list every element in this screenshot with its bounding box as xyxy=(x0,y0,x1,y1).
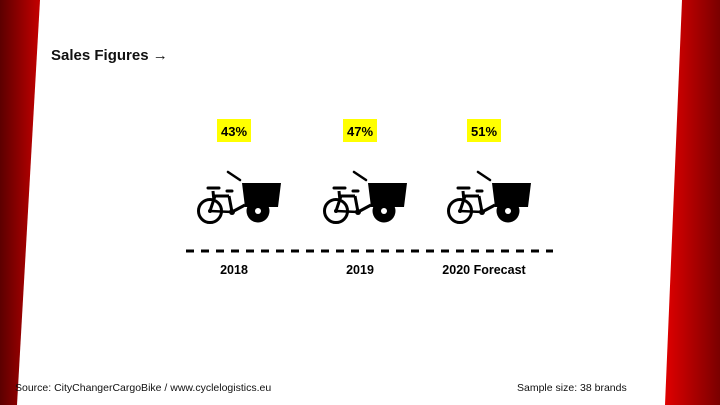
sample-size-note: Sample size: 38 brands xyxy=(517,382,627,394)
cargo-bike-icon xyxy=(197,170,283,224)
data-label: 43% xyxy=(221,124,247,139)
category-label: 2019 xyxy=(346,263,374,277)
category-label: 2018 xyxy=(220,263,248,277)
value-label-highlight xyxy=(343,119,377,142)
arrow-right-icon: → xyxy=(152,47,168,64)
value-label-highlight xyxy=(467,119,501,142)
chart-marks: 43% 2018 47% 2019 51% 2020 Forecast xyxy=(197,119,533,277)
cargo-bike-icon xyxy=(447,170,533,224)
data-label: 47% xyxy=(347,124,373,139)
left-red-band xyxy=(0,0,40,405)
source-note: Source: CityChangerCargoBike / www.cycle… xyxy=(15,382,272,394)
title-text: Sales Figures xyxy=(51,47,149,64)
category-label: 2020 Forecast xyxy=(442,263,526,277)
data-label: 51% xyxy=(471,124,497,139)
cargo-bike-icon xyxy=(323,170,409,224)
value-label-highlight xyxy=(217,119,251,142)
page-title: Sales Figures → xyxy=(51,47,168,64)
right-red-band xyxy=(665,0,720,405)
